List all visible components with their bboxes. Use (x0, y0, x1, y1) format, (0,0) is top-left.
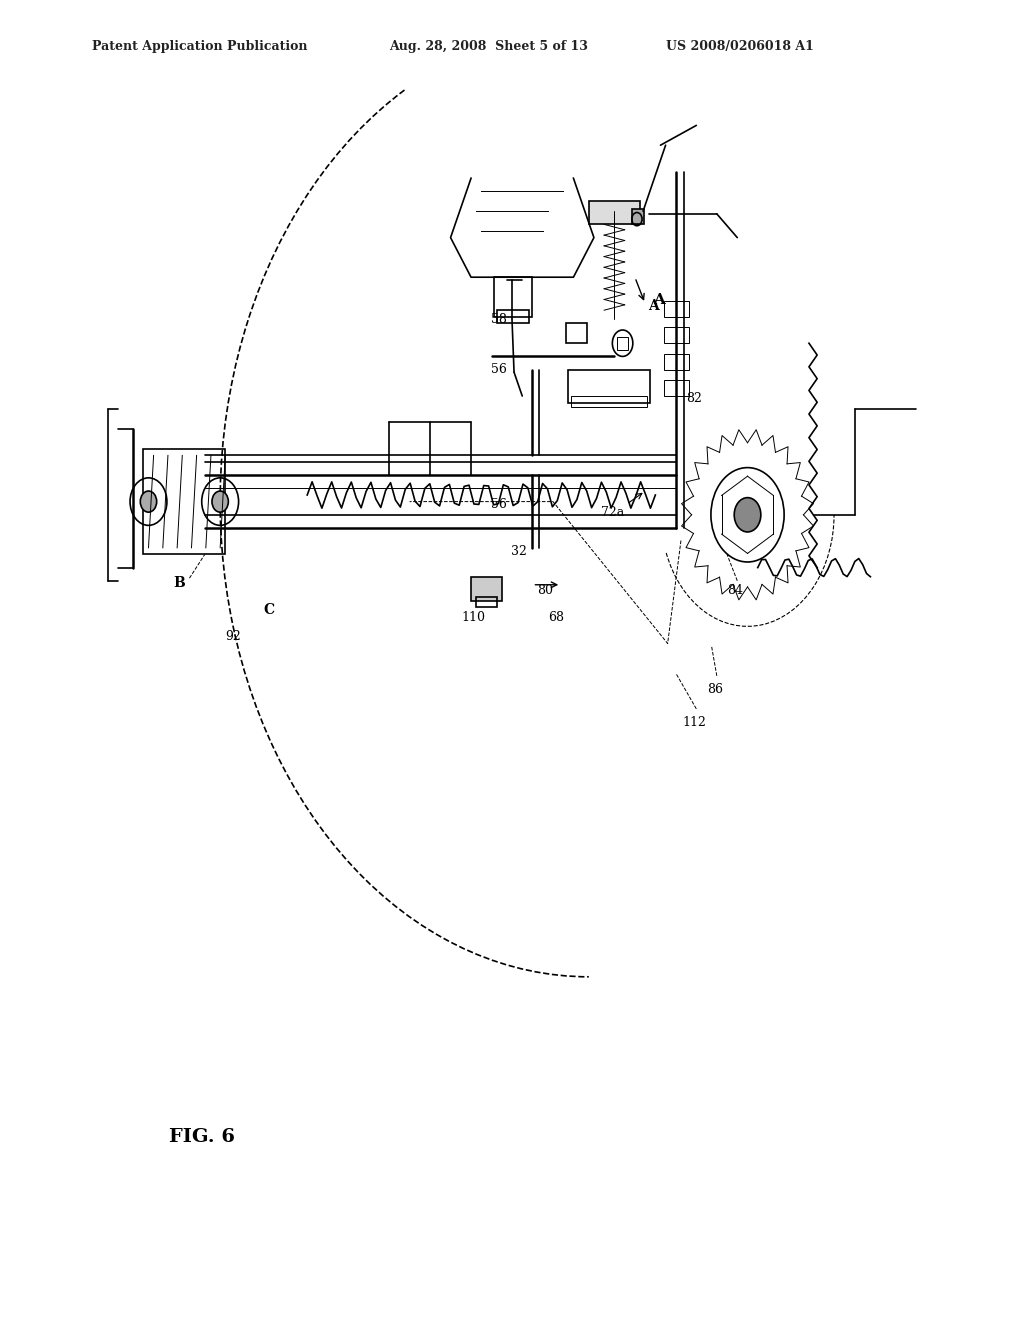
Bar (664, 301, 689, 317)
Bar (664, 327, 689, 343)
Text: FIG. 6: FIG. 6 (169, 1127, 234, 1146)
Text: US 2008/0206018 A1: US 2008/0206018 A1 (666, 40, 813, 53)
Text: Aug. 28, 2008  Sheet 5 of 13: Aug. 28, 2008 Sheet 5 of 13 (389, 40, 588, 53)
Bar (568, 370, 650, 403)
Bar (476, 597, 497, 607)
Text: 68: 68 (548, 611, 564, 624)
Text: 86: 86 (707, 682, 723, 696)
Text: 80: 80 (537, 583, 553, 597)
Circle shape (212, 491, 228, 512)
Text: A: A (653, 293, 666, 306)
Text: 72a: 72a (601, 506, 624, 519)
Bar (664, 354, 689, 370)
Bar (589, 201, 640, 224)
Bar (566, 323, 587, 343)
Text: 112: 112 (682, 715, 707, 729)
Text: 84: 84 (727, 583, 743, 597)
Bar (471, 577, 502, 601)
Text: Patent Application Publication: Patent Application Publication (92, 40, 307, 53)
Bar (664, 380, 689, 396)
Bar (571, 396, 647, 407)
Bar (143, 449, 225, 554)
Text: 56: 56 (490, 498, 507, 511)
Text: 92: 92 (225, 630, 242, 643)
Text: A: A (648, 300, 658, 313)
Text: B: B (173, 577, 185, 590)
Text: 82: 82 (686, 392, 702, 405)
Text: 110: 110 (461, 611, 485, 624)
Circle shape (140, 491, 157, 512)
Text: 58: 58 (490, 313, 507, 326)
Bar (497, 310, 529, 323)
Circle shape (734, 498, 761, 532)
Text: 32: 32 (511, 545, 527, 558)
Text: C: C (264, 603, 274, 616)
Bar (617, 337, 628, 350)
Bar (632, 209, 644, 224)
Text: 56: 56 (490, 363, 507, 376)
Bar (494, 277, 532, 317)
